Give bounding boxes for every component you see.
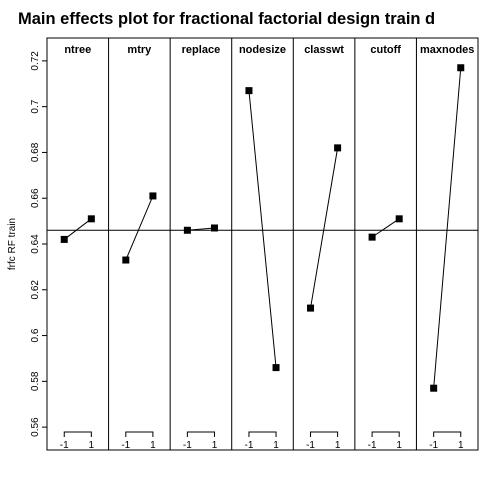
data-point-mtry-1: [149, 192, 157, 200]
level-label: -1: [368, 440, 377, 451]
effect-line-ntree: [63, 218, 92, 240]
factor-label-mtry: mtry: [127, 44, 152, 56]
y-tick-label: 0.62: [30, 280, 41, 300]
y-axis-label: frfc RF train: [7, 218, 18, 270]
level-label: -1: [121, 440, 130, 451]
data-point-replace-1: [210, 224, 218, 232]
effect-line-cutoff: [371, 218, 400, 238]
effect-line-replace: [187, 227, 215, 231]
y-tick-label: 0.6: [30, 328, 41, 342]
level-label: -1: [245, 440, 254, 451]
level-label: -1: [60, 440, 69, 451]
chart-title: Main effects plot for fractional factori…: [18, 10, 435, 28]
level-bracket: [248, 431, 277, 437]
factor-label-classwt: classwt: [304, 44, 344, 56]
effect-line-maxnodes: [433, 67, 462, 389]
data-point-mtry--1: [122, 256, 130, 264]
level-label: 1: [150, 440, 156, 451]
data-point-ntree-1: [87, 215, 95, 223]
level-label: 1: [212, 440, 218, 451]
data-point-replace--1: [183, 226, 191, 234]
effect-line-classwt: [310, 147, 339, 309]
factor-label-nodesize: nodesize: [239, 44, 286, 56]
plot-area: 0.56 0.58 0.6 0.62 0.64 0.66 0.68 0.7 0.72 ntree -…: [30, 37, 479, 451]
y-tick-label: 0.64: [30, 234, 41, 254]
data-point-nodesize--1: [245, 87, 253, 95]
factor-label-ntree: ntree: [64, 44, 91, 56]
data-point-cutoff--1: [368, 233, 376, 241]
level-label: 1: [335, 440, 341, 451]
level-label: 1: [458, 440, 464, 451]
factor-label-replace: replace: [182, 44, 221, 56]
data-point-maxnodes-1: [457, 64, 465, 72]
factor-label-maxnodes: maxnodes: [420, 44, 474, 56]
level-label: -1: [429, 440, 438, 451]
level-bracket: [371, 431, 400, 437]
y-tick-label: 0.68: [30, 142, 41, 162]
y-tick-label: 0.7: [30, 99, 41, 113]
level-label: -1: [183, 440, 192, 451]
data-point-classwt-1: [334, 144, 342, 152]
y-tick-label: 0.72: [30, 51, 41, 71]
level-bracket: [433, 431, 462, 437]
level-label: -1: [306, 440, 315, 451]
effect-line-mtry: [125, 195, 154, 261]
level-bracket: [63, 431, 92, 437]
factor-label-cutoff: cutoff: [370, 44, 401, 56]
data-point-ntree--1: [60, 235, 68, 243]
level-bracket: [310, 431, 339, 437]
data-point-cutoff-1: [395, 215, 403, 223]
data-point-maxnodes--1: [430, 384, 438, 392]
y-tick-label: 0.66: [30, 188, 41, 208]
level-bracket: [125, 431, 154, 437]
level-label: 1: [273, 440, 279, 451]
y-tick-label: 0.56: [30, 417, 41, 437]
y-tick-label: 0.58: [30, 371, 41, 391]
level-label: 1: [396, 440, 402, 451]
data-point-classwt--1: [307, 304, 315, 312]
effect-line-nodesize: [248, 90, 277, 368]
level-bracket: [186, 431, 215, 437]
data-point-nodesize-1: [272, 364, 280, 372]
level-label: 1: [89, 440, 95, 451]
plot-frame: [46, 37, 479, 451]
